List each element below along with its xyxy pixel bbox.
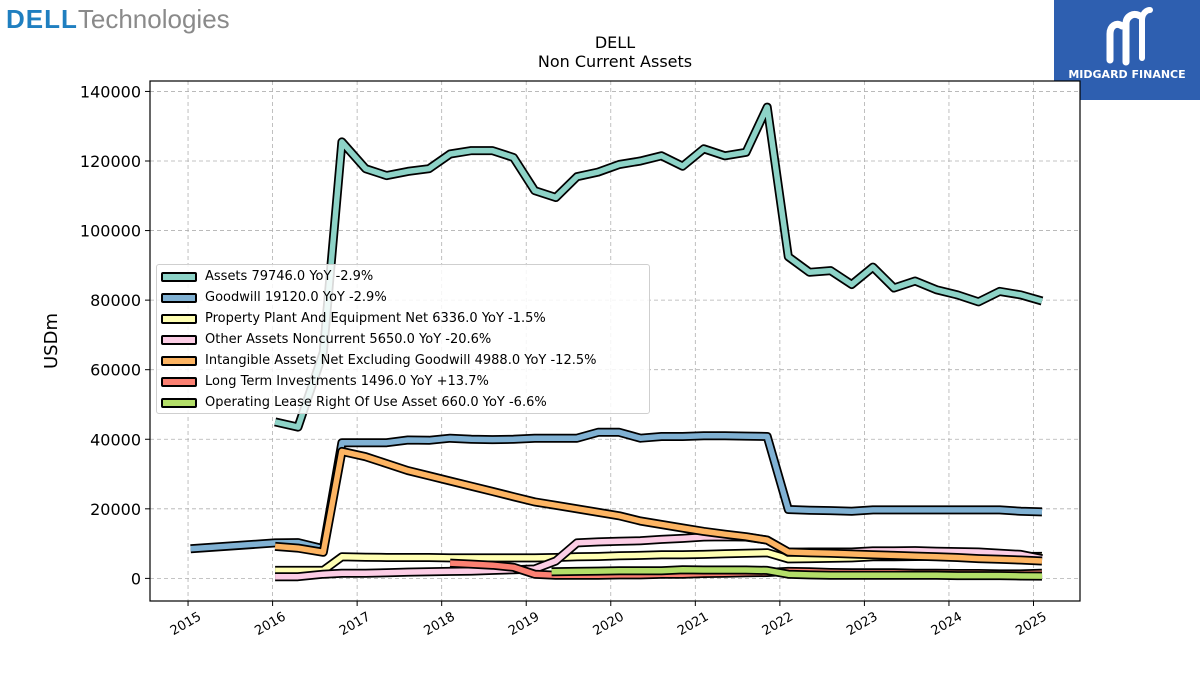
brand-dell: DELL <box>6 4 78 34</box>
legend-label: Assets 79746.0 YoY -2.9% <box>205 269 374 284</box>
x-tick-label: 2015 <box>168 609 204 639</box>
midgard-finance-text: MIDGARD FINANCE <box>1068 68 1186 81</box>
x-tick-label: 2016 <box>252 609 288 639</box>
x-tick-label: 2020 <box>591 609 627 639</box>
legend-label: Other Assets Noncurrent 5650.0 YoY -20.6… <box>205 332 492 347</box>
x-tick-label: 2025 <box>1013 609 1049 639</box>
y-axis: 0 20000 40000 60000 80000 100000 120000 140000 <box>80 82 150 588</box>
y-tick-label: 80000 <box>90 291 141 310</box>
chart-subtitle: Non Current Assets <box>538 52 692 71</box>
y-tick-label: 0 <box>131 569 141 588</box>
legend-swatch <box>161 314 197 324</box>
series-line-goodwill <box>190 429 1043 552</box>
legend-label: Long Term Investments 1496.0 YoY +13.7% <box>205 374 489 389</box>
y-tick-label: 140000 <box>80 82 141 101</box>
x-tick-label: 2021 <box>675 609 711 639</box>
y-axis-label: USDm <box>41 313 62 369</box>
legend-label: Property Plant And Equipment Net 6336.0 … <box>205 311 546 326</box>
x-tick-label: 2022 <box>760 609 796 639</box>
x-axis: 2015 2016 2017 2018 2019 2020 2021 2022 2023 2024… <box>168 601 1050 639</box>
legend-label: Operating Lease Right Of Use Asset 660.0… <box>205 395 547 410</box>
midgard-logo-mark <box>1106 7 1153 66</box>
legend-swatch <box>161 293 197 303</box>
legend-swatch <box>161 272 197 282</box>
legend-swatch <box>161 377 197 387</box>
dell-technologies-logo: DELLTechnologies <box>6 4 230 34</box>
legend-label: Goodwill 19120.0 YoY -2.9% <box>205 290 387 305</box>
x-tick-label: 2019 <box>506 609 542 639</box>
series-line-operating-lease-right-of-use-asset <box>551 566 1043 579</box>
midgard-finance-logo: MIDGARD FINANCE <box>1054 0 1200 100</box>
legend: Assets 79746.0 YoY -2.9% Goodwill 19120.0… <box>156 264 650 414</box>
x-tick-label: 2024 <box>929 609 965 639</box>
x-tick-label: 2018 <box>422 609 458 639</box>
y-tick-label: 120000 <box>80 152 141 171</box>
legend-label: Intangible Assets Net Excluding Goodwill… <box>205 353 597 368</box>
series-group <box>190 102 1044 582</box>
y-tick-label: 20000 <box>90 500 141 519</box>
y-tick-label: 100000 <box>80 222 141 241</box>
plot-frame <box>149 80 1081 602</box>
x-tick-label: 2023 <box>844 609 880 639</box>
series-line-intangible-assets-net-excluding-goodwill <box>274 448 1043 564</box>
series-line-assets <box>274 104 1043 430</box>
legend-swatch <box>161 335 197 345</box>
legend-swatch <box>161 356 197 366</box>
series-line-other-assets-noncurrent <box>275 533 1043 580</box>
x-tick-label: 2017 <box>337 609 373 639</box>
brand-technologies: Technologies <box>77 4 230 34</box>
y-tick-label: 40000 <box>90 430 141 449</box>
legend-swatch <box>161 398 197 408</box>
y-tick-label: 60000 <box>90 361 141 380</box>
chart-title: DELL <box>595 33 635 52</box>
